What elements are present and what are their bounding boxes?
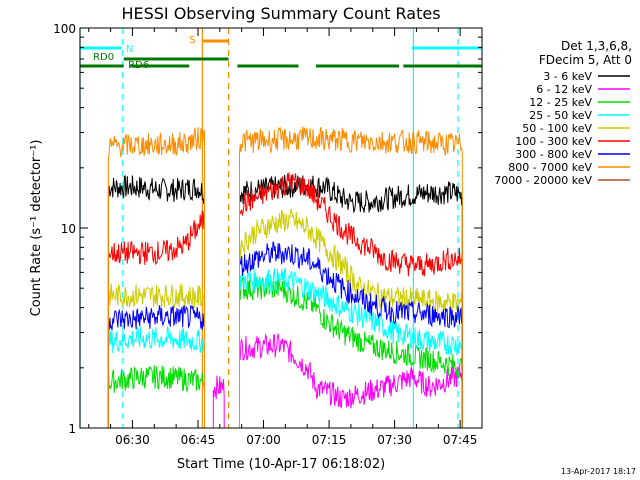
series-trace-5-segment-1 (107, 283, 205, 428)
plot-content: N RD0 RD6 S (79, 28, 482, 428)
series-trace-7-segment-1 (107, 304, 205, 428)
legend-label-6: 100 - 300 keV (515, 135, 592, 148)
series-trace-4-segment-1 (107, 324, 205, 428)
x-tick-label-3: 07:15 (312, 433, 347, 447)
series-trace-4-segment-2 (239, 267, 463, 428)
series-trace-3-segment-1 (107, 365, 205, 428)
x-tick-label-1: 06:45 (181, 433, 216, 447)
flag-label-s: S (189, 35, 195, 46)
series-trace-8-segment-2 (239, 126, 463, 428)
series-trace-3-segment-2 (239, 276, 463, 428)
series-trace-2-segment-2 (239, 333, 463, 428)
legend-label-1: 3 - 6 keV (543, 70, 592, 83)
legend: Det 1,3,6,8, FDecim 5, Att 0 3 - 6 keV6 … (494, 39, 632, 187)
legend-label-7: 300 - 800 keV (515, 148, 592, 161)
y-tick-label-0: 1 (68, 422, 76, 436)
legend-label-5: 50 - 100 keV (522, 122, 592, 135)
series-trace-2-segment-1 (212, 375, 225, 428)
flag-label-rd6: RD6 (128, 60, 149, 71)
chart-title: HESSI Observing Summary Count Rates (121, 4, 440, 23)
flag-label-n: N (126, 44, 133, 55)
series-trace-8-segment-1 (107, 127, 205, 428)
series-trace-5-segment-2 (239, 208, 463, 428)
legend-header-decimation: FDecim 5, Att 0 (539, 53, 632, 67)
legend-label-2: 6 - 12 keV (536, 83, 592, 96)
x-axis-label: Start Time (10-Apr-17 06:18:02) (177, 457, 385, 472)
legend-label-8: 800 - 7000 keV (508, 161, 592, 174)
legend-label-9: 7000 - 20000 keV (494, 174, 592, 187)
series-trace-1-segment-1 (107, 174, 205, 428)
series-trace-6-segment-2 (239, 172, 463, 428)
legend-label-4: 25 - 50 keV (529, 109, 592, 122)
x-tick-label-2: 07:00 (246, 433, 281, 447)
plot-timestamp: 13-Apr-2017 18:17 (561, 467, 636, 476)
y-tick-label-1: 10 (61, 222, 76, 236)
axes: 06:30 06:45 07:00 07:15 07:30 07:45 1 10 100 (53, 22, 483, 447)
x-tick-label-0: 06:30 (115, 433, 150, 447)
y-axis-label: Count Rate (s⁻¹ detector⁻¹) (29, 140, 44, 317)
x-tick-label-5: 07:45 (443, 433, 478, 447)
series-trace-6-segment-1 (107, 210, 205, 428)
legend-header-detectors: Det 1,3,6,8, (561, 39, 632, 53)
legend-label-3: 12 - 25 keV (529, 96, 592, 109)
series-trace-7-segment-2 (239, 241, 463, 428)
x-tick-label-4: 07:30 (377, 433, 412, 447)
y-tick-label-2: 100 (53, 22, 76, 36)
flag-label-rd0: RD0 (93, 52, 114, 63)
